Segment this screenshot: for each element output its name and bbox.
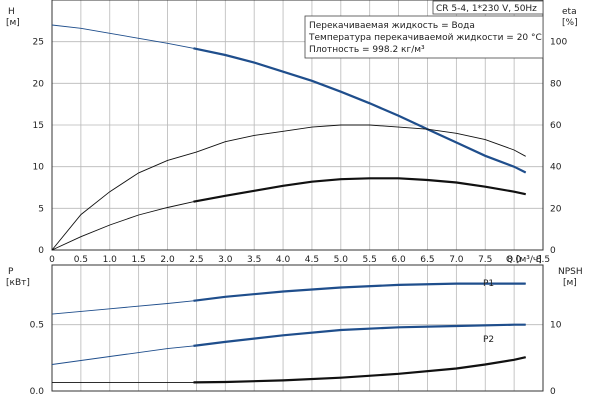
top-panel-frame [51,0,544,251]
info-box [304,15,544,59]
info-line-fluid: Перекачиваемая жидкость = Вода [309,21,475,31]
bottom-y-left-label-2: [кВт] [6,278,30,288]
series-line-thin [51,124,526,251]
x-tick-label: 4.5 [305,255,319,265]
top-y-left-label-1: H [8,7,15,17]
y-right-tick-label: 100 [550,38,567,48]
series-line-operating [193,356,526,384]
series-line-operating [193,282,526,302]
x-axis-label: Q [м³/ч] [506,255,542,265]
y-left-tick-label: 5 [38,204,44,214]
x-tick-label: 2.0 [160,255,175,265]
x-tick-label: 7.5 [478,255,492,265]
bottom-panel-grid [52,265,543,391]
y-left-tick-label: 0.5 [30,321,44,331]
top-y-right-label-2: [%] [562,18,578,28]
y-left-tick-label: 0 [38,246,44,256]
y-left-tick-label: 25 [33,38,44,48]
x-tick-label: 6.5 [420,255,434,265]
y-left-tick-label: 0.0 [30,387,45,397]
info-line-temperature: Температура перекачиваемой жидкости = 20… [308,33,542,43]
series-line-operating [193,323,526,347]
top-y-left-label-2: [м] [6,18,20,28]
x-tick-label: 1.5 [131,255,145,265]
series-line-thin [51,177,526,251]
y-right-tick-label: 60 [550,121,562,131]
x-tick-label: 0 [49,255,55,265]
y-right-tick-label: 40 [550,163,562,173]
series-line-operating [193,177,526,203]
y-right-tick-label: 10 [550,321,562,331]
y-right-tick-label: 20 [550,204,562,214]
x-tick-label: 8.0 [507,255,522,265]
y-left-tick-label: 15 [33,121,44,131]
series-line-thin [51,283,526,315]
x-tick-label: 2.5 [189,255,203,265]
x-tick-label: 4.0 [276,255,291,265]
y-left-tick-label: 10 [33,163,45,173]
y-right-tick-label: 80 [550,79,562,89]
x-tick-label: 3.0 [218,255,233,265]
bottom-y-right-label-1: NPSH [558,267,583,277]
bottom-y-left-label-1: P [8,267,14,277]
x-tick-label: 5.0 [334,255,349,265]
series-label-p2: P2 [483,335,494,345]
x-tick-label: 5.5 [363,255,377,265]
model-label: CR 5-4, 1*230 V, 50Hz [436,4,537,14]
bottom-y-right-label-2: [м] [563,278,577,288]
x-tick-label: 8.5 [536,255,550,265]
model-label-box [432,0,544,15]
x-tick-label: 0.5 [74,255,88,265]
series-line-operating [193,47,527,174]
series-label-p1: P1 [483,279,494,289]
info-line-density: Плотность = 998.2 кг/м³ [309,45,425,55]
y-right-tick-label: 0 [550,246,556,256]
y-left-tick-label: 20 [33,79,45,89]
y-right-tick-label: 0 [550,387,556,397]
x-tick-label: 7.0 [449,255,464,265]
top-y-right-label-1: eta [562,7,577,17]
x-tick-label: 1.0 [103,255,118,265]
bottom-panel-frame [51,264,544,392]
series-line-thin [52,356,526,383]
chart-marks [51,24,527,384]
series-line-thin [51,324,526,365]
x-tick-label: 6.0 [391,255,406,265]
x-tick-label: 3.5 [247,255,261,265]
